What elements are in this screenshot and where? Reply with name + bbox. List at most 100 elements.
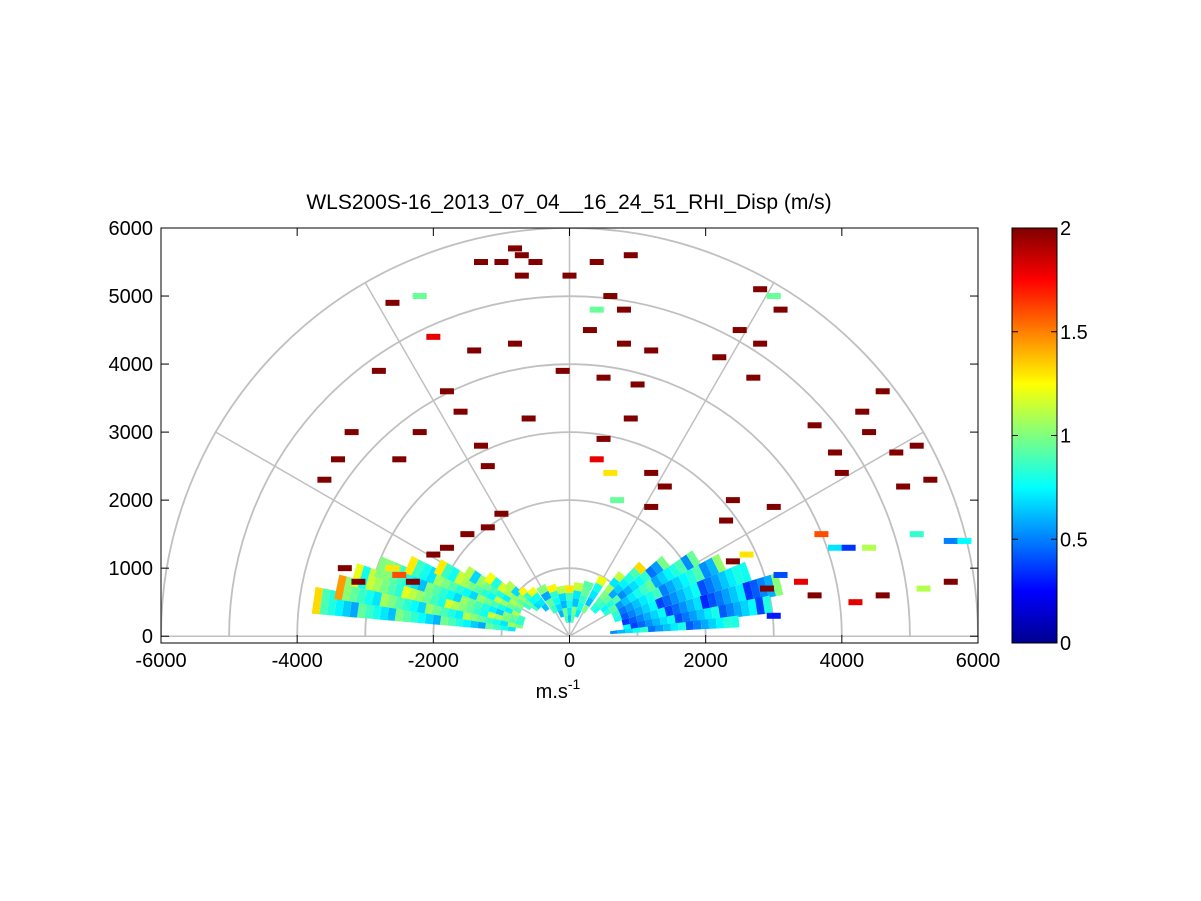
rhi-gate-cell	[605, 599, 616, 609]
rhi-gate-cell	[566, 600, 573, 608]
x-tick-label: 6000	[956, 650, 1001, 672]
rhi-gate-cell	[671, 576, 684, 591]
x-axis: -6000 -4000 -2000 0 2000 4000 6000	[135, 228, 1000, 672]
rhi-gate-cell	[640, 626, 649, 633]
rhi-sparse-cell	[589, 259, 604, 266]
x-axis-label-exponent: -1	[568, 676, 581, 692]
rhi-gate-cell	[704, 557, 720, 576]
rhi-gate-cell	[633, 575, 646, 588]
rhi-gate-cell	[656, 571, 669, 585]
rhi-sparse-cell	[582, 327, 597, 334]
rhi-sparse-cell	[521, 415, 536, 422]
rhi-gate-cell	[334, 574, 347, 601]
rhi-gate-cell	[692, 596, 704, 612]
rhi-sparse-cell	[644, 503, 659, 510]
rhi-gate-cell	[404, 555, 419, 576]
rhi-sparse-cell	[807, 422, 822, 429]
rhi-sparse-cell	[405, 578, 420, 585]
rhi-gate-cell	[731, 564, 745, 585]
rhi-sparse-cell	[732, 327, 747, 334]
rhi-sparse-cell	[862, 429, 877, 436]
rhi-gate-cell	[604, 583, 615, 594]
rhi-gate-cell	[674, 613, 684, 625]
rhi-sparse-cell	[610, 497, 625, 504]
rhi-gate-cell	[617, 629, 626, 634]
rhi-sparse-cell	[766, 612, 781, 619]
rhi-sparse-cell	[392, 571, 407, 578]
colorbar-tick-label: 1	[1060, 426, 1071, 448]
rhi-gate-cell	[592, 582, 604, 594]
rhi-gate-cell	[641, 602, 652, 614]
rhi-sparse-cell	[909, 531, 924, 538]
rhi-gate-cell	[647, 625, 656, 633]
rhi-gate-cell	[483, 571, 497, 585]
rhi-gate-cell	[621, 618, 631, 626]
rhi-gate-cell	[718, 604, 728, 620]
rhi-gate-cell	[637, 594, 649, 606]
rhi-gate-cell	[560, 600, 568, 609]
rhi-gate-cell	[710, 605, 721, 620]
rhi-sparse-cell	[725, 497, 740, 504]
rhi-gate-cell	[364, 567, 378, 591]
rhi-sparse-cell	[773, 306, 788, 313]
rhi-sparse-cell	[828, 544, 843, 551]
rhi-gate-cell	[374, 556, 389, 579]
rhi-sparse-cell	[480, 524, 495, 531]
rhi-gate-cell	[770, 572, 784, 597]
rhi-gate-cell	[642, 611, 653, 622]
rhi-sparse-cell	[460, 531, 475, 538]
rhi-gate-cell	[595, 575, 608, 587]
rhi-sparse-cell	[862, 544, 877, 551]
rhi-gate-cell	[668, 562, 682, 578]
rhi-gate-cell	[742, 581, 755, 602]
rhi-sparse-cell	[317, 476, 332, 483]
rhi-gate-cell	[570, 614, 576, 624]
y-tick-label: 6000	[109, 218, 154, 240]
rhi-gate-cell	[691, 564, 706, 582]
rhi-gate-cell	[680, 554, 695, 571]
data-layer	[311, 245, 972, 635]
rhi-gate-cell	[657, 607, 667, 619]
rhi-gate-cell	[589, 602, 599, 612]
rhi-gate-cell	[703, 607, 713, 621]
x-tick-label: -4000	[272, 650, 323, 672]
rhi-gate-cell	[684, 568, 698, 585]
rhi-gate-cell	[509, 591, 521, 602]
y-tick-label: 1000	[109, 558, 154, 580]
rhi-sparse-cell	[439, 544, 454, 551]
rhi-sparse-cell	[494, 510, 509, 517]
rhi-sparse-cell	[841, 544, 856, 551]
rhi-gate-cell	[411, 559, 426, 579]
rhi-gate-cell	[513, 604, 523, 614]
rhi-gate-cell	[688, 610, 699, 623]
rhi-gate-cell	[627, 608, 637, 618]
rhi-gate-cell	[557, 609, 565, 618]
rhi-gate-cell	[682, 585, 695, 601]
rhi-gate-cell	[628, 567, 641, 580]
rhi-sparse-cell	[759, 585, 774, 592]
rhi-gate-cell	[545, 597, 555, 608]
rhi-gate-cell	[518, 586, 528, 597]
rhi-gate-cell	[658, 583, 670, 597]
rhi-gate-cell	[698, 561, 713, 579]
rhi-sparse-cell	[644, 469, 659, 476]
rhi-gate-cell	[572, 590, 582, 600]
rhi-sparse-cell	[916, 585, 931, 592]
rhi-gate-cell	[633, 561, 647, 575]
rhi-gate-cell	[732, 601, 743, 618]
rhi-gate-cell	[581, 604, 590, 614]
rhi-sparse-cell	[807, 592, 822, 599]
rhi-gate-cell	[644, 579, 657, 592]
rhi-gate-cell	[528, 596, 537, 605]
y-tick-label: 4000	[109, 354, 154, 376]
colorbar-tick-label: 0.5	[1060, 529, 1088, 551]
x-tick-label: -6000	[135, 650, 186, 672]
y-tick-label: 2000	[109, 490, 154, 512]
rhi-gate-cell	[635, 613, 645, 623]
rhi-sparse-cell	[746, 374, 761, 381]
rhi-gate-cell	[433, 559, 448, 577]
rhi-gate-cell	[668, 591, 680, 605]
rhi-sparse-cell	[814, 531, 829, 538]
rhi-gate-cell	[580, 587, 591, 598]
rhi-sparse-cell	[562, 272, 577, 279]
